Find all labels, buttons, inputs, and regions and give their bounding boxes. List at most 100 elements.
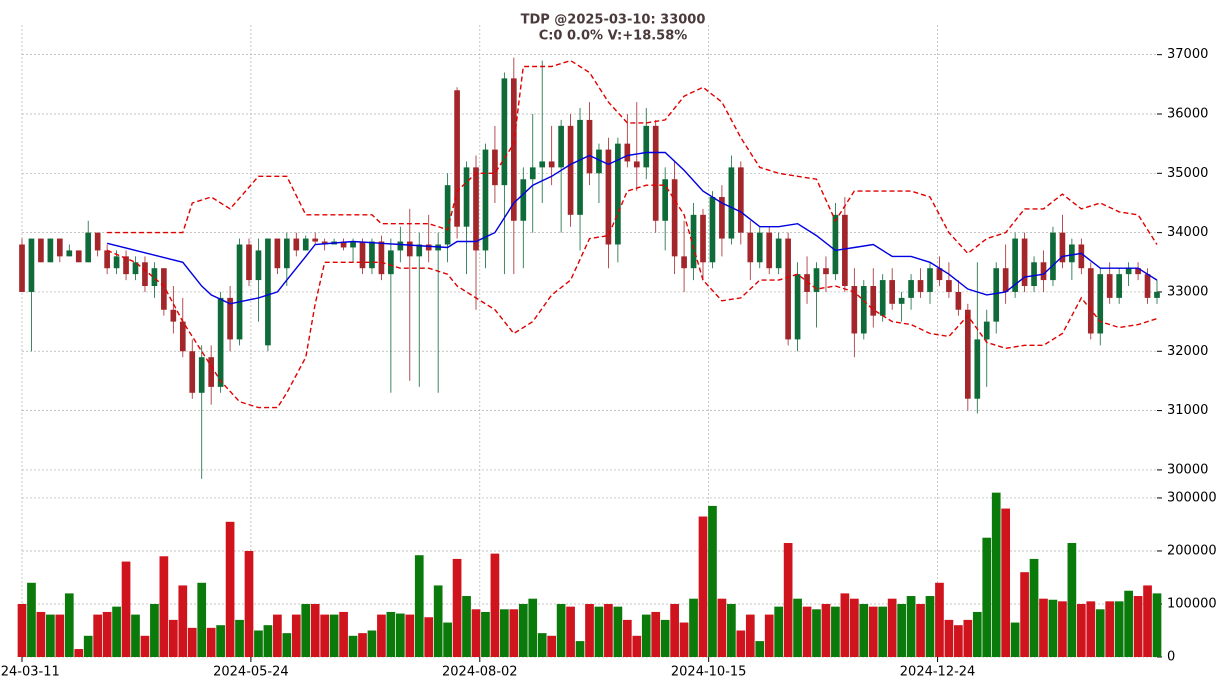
volume-bar	[414, 555, 424, 657]
volume-bar	[140, 635, 150, 657]
x-tick-label: 2024-12-24	[900, 665, 976, 680]
volume-bar	[112, 606, 121, 657]
volume-bar	[1152, 593, 1162, 657]
volume-bar	[1133, 596, 1143, 657]
volume-bar	[935, 582, 944, 657]
indicator-line	[107, 59, 1158, 255]
candle-body	[652, 125, 659, 221]
volume-bar	[509, 609, 519, 657]
candle-body	[539, 161, 546, 168]
candle-body	[47, 238, 54, 263]
volume-bar	[1020, 572, 1029, 657]
volume-bar	[717, 598, 727, 657]
candle-body	[302, 238, 309, 251]
volume-bar	[1067, 543, 1077, 657]
volume-bar	[972, 611, 982, 657]
volume-bar	[641, 614, 651, 657]
candle-body	[681, 256, 687, 269]
candle-body	[1116, 274, 1123, 298]
volume-bar	[831, 606, 840, 657]
candle-body	[709, 197, 716, 263]
candle-body	[1031, 262, 1037, 287]
candle-body	[510, 78, 517, 221]
candle-body	[983, 321, 990, 340]
volume-bar	[1058, 601, 1067, 657]
volume-bar	[339, 611, 348, 657]
volume-bar	[348, 635, 358, 657]
volume-bar	[150, 603, 159, 657]
volume-bar	[954, 625, 963, 657]
candle-body	[388, 250, 394, 275]
volume-bar	[225, 521, 235, 657]
candle-body	[283, 238, 290, 269]
volume-bar	[925, 596, 935, 657]
volume-bar	[1039, 598, 1048, 657]
volume-bar	[83, 635, 93, 657]
volume-bar	[1086, 601, 1096, 657]
volume-bar	[604, 603, 613, 657]
candle-body	[596, 149, 602, 174]
volume-bar	[575, 641, 585, 657]
volume-bar	[670, 603, 679, 657]
candle-body	[246, 244, 252, 281]
candle-body	[1002, 268, 1009, 292]
candle-body	[28, 238, 35, 292]
volume-bar	[377, 614, 386, 657]
candle-body	[1087, 268, 1094, 334]
candle-body	[255, 250, 262, 281]
volume-bar	[897, 603, 906, 657]
volume-bar	[178, 585, 188, 657]
candle-body	[813, 268, 820, 292]
volume-bar	[859, 603, 869, 657]
candle-body	[406, 241, 413, 257]
y-tick-label: 100000	[1167, 596, 1217, 611]
candle-body	[624, 143, 631, 162]
candle-body	[558, 125, 564, 168]
candle-body	[775, 238, 782, 269]
x-tick-label: 2024-08-02	[442, 665, 518, 680]
volume-bar	[698, 516, 708, 657]
candle-body	[1059, 232, 1066, 263]
volume-bar	[613, 606, 623, 657]
volume-bar	[291, 614, 301, 657]
volume-bar	[537, 633, 547, 657]
volume-bar	[727, 603, 736, 657]
candle-body	[832, 214, 839, 275]
volume-bar	[1143, 585, 1152, 657]
volume-bar	[689, 598, 698, 657]
volume-bar	[490, 553, 500, 657]
candle-body	[321, 241, 328, 245]
chart-subtitle: C:0 0.0% V:+18.58%	[539, 29, 688, 44]
candle-body	[605, 149, 612, 245]
candle-body	[378, 241, 385, 275]
candle-body	[643, 125, 650, 168]
volume-bar	[36, 611, 46, 657]
candle-body	[416, 244, 423, 257]
volume-bar	[244, 550, 254, 657]
x-tick-label: 2024-10-15	[671, 665, 747, 680]
volume-bar	[452, 558, 462, 657]
volume-bar	[963, 619, 973, 657]
volume-bar	[651, 611, 661, 657]
candle-body	[179, 321, 186, 352]
volume-bar	[802, 606, 812, 657]
candle-body	[1078, 244, 1085, 269]
volume-bar	[585, 603, 594, 657]
volume-bar	[131, 614, 140, 657]
volume-bar	[301, 603, 311, 657]
candle-body	[671, 179, 678, 257]
volume-bar	[1095, 609, 1105, 657]
volume-bar	[774, 606, 784, 657]
candle-body	[312, 238, 319, 242]
volume-bar	[622, 619, 632, 657]
y-tick-label: 300000	[1167, 490, 1217, 505]
volume-bar	[566, 606, 575, 657]
volume-bar	[632, 635, 642, 657]
candle-body	[75, 250, 82, 263]
volume-bar	[793, 598, 802, 657]
volume-bar	[254, 630, 263, 657]
volume-bar	[1124, 590, 1133, 657]
candle-body	[66, 250, 73, 257]
candle-body	[473, 167, 479, 251]
